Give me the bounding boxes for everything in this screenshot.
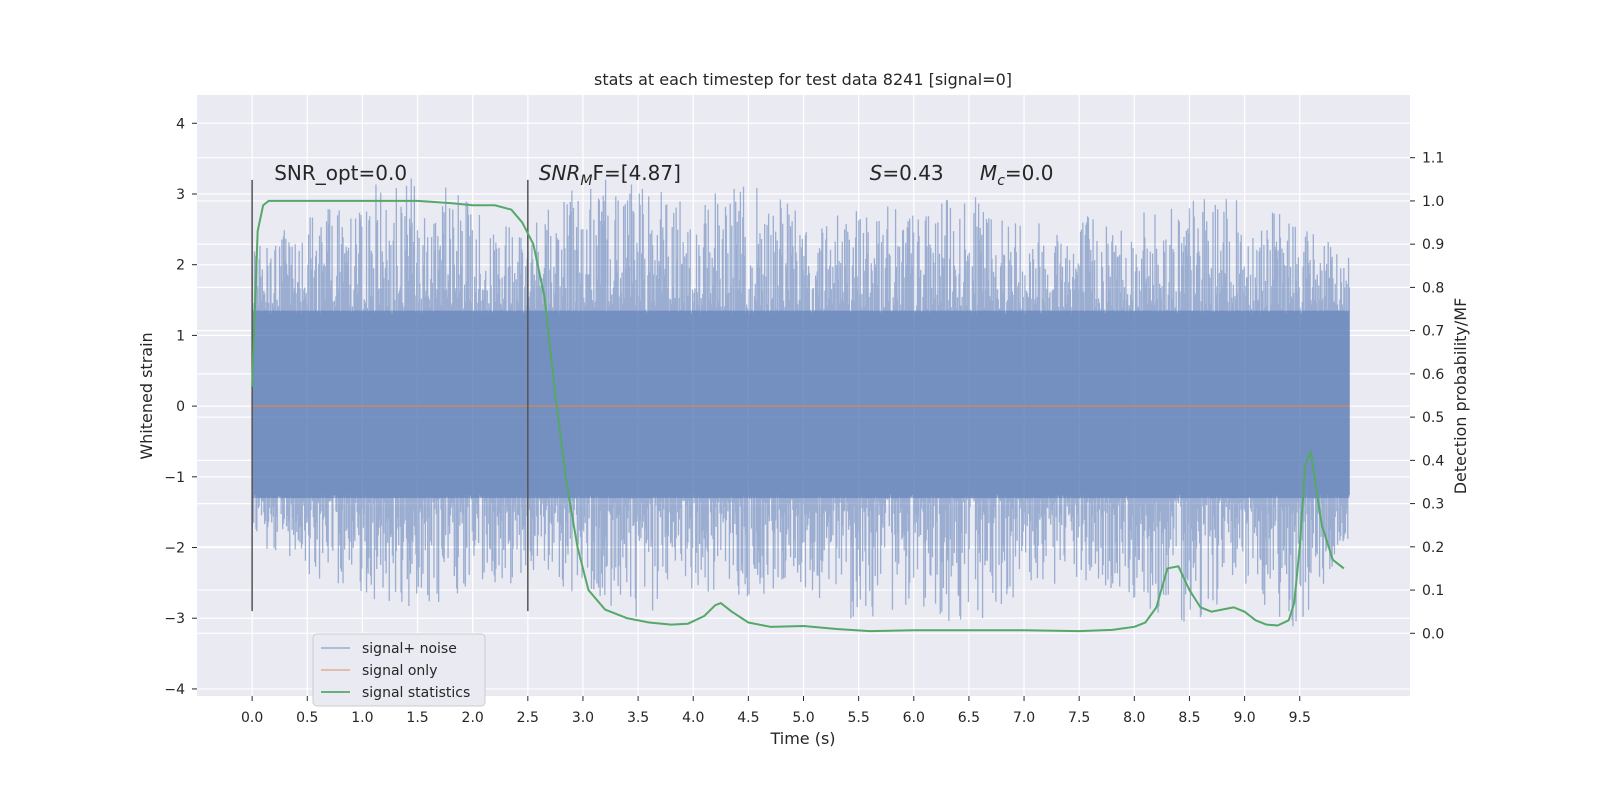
x-tick-label: 1.5 [406, 710, 428, 726]
y2-tick-label: 1.0 [1422, 194, 1444, 210]
y-tick-label: −3 [164, 611, 185, 627]
y2-axis-label: Detection probability/MF [1451, 298, 1470, 495]
y2-tick-label: 0.4 [1422, 453, 1444, 469]
x-tick-label: 5.5 [848, 710, 870, 726]
y2-tick-label: 0.1 [1422, 583, 1444, 599]
marks-layer [251, 179, 1350, 633]
y-tick-label: 3 [176, 187, 185, 203]
chart-title: stats at each timestep for test data 824… [594, 70, 1012, 89]
y-tick-label: 2 [176, 258, 185, 274]
y2-tick-label: 1.1 [1422, 151, 1444, 167]
legend-label-noise: signal+ noise [362, 641, 457, 657]
y-axis-label: Whitened strain [137, 332, 156, 459]
x-tick-label: 8.5 [1178, 710, 1200, 726]
y-tick-label: −1 [164, 470, 185, 486]
x-tick-label: 4.5 [737, 710, 759, 726]
legend-box [312, 633, 486, 707]
annotation-0: SNR_opt=0.0 [274, 161, 407, 185]
annotations-layer: SNR_opt=0.0 SNRMF=[4.87] S=0.43 Mc=0.0 [274, 161, 1053, 189]
y2-tick-label: 0.5 [1422, 410, 1444, 426]
axes-layer: 0.0 0.5 1.0 1.5 2.0 2.5 3.0 3.5 4.0 4.5 5.0 5.5 6.0 6… [164, 116, 1444, 726]
x-tick-label: 9.0 [1233, 710, 1255, 726]
legend-label-statistics: signal statistics [362, 685, 470, 701]
legend: signal+ noise signal only signal statist… [312, 633, 486, 707]
y2-tick-label: 0.7 [1422, 324, 1444, 340]
y-tick-label: 1 [176, 328, 185, 344]
noise-series-layer [251, 178, 1350, 627]
x-tick-label: 3.0 [572, 710, 594, 726]
annotation-1: SNRMF=[4.87] [539, 161, 681, 189]
x-tick-label: 1.0 [351, 710, 373, 726]
annotation-2: S=0.43 [870, 161, 944, 185]
y-tick-label: 4 [176, 116, 185, 132]
y-tick-label: −2 [164, 541, 185, 557]
y2-tick-label: 0.2 [1422, 540, 1444, 556]
y2-tick-label: 0.9 [1422, 237, 1444, 253]
legend-label-signal-only: signal only [362, 663, 437, 679]
y2-tick-label: 0.6 [1422, 367, 1444, 383]
x-tick-label: 7.0 [1013, 710, 1035, 726]
y-tick-label: −4 [164, 682, 185, 698]
x-tick-label: 2.5 [517, 710, 539, 726]
x-tick-label: 9.5 [1289, 710, 1311, 726]
x-tick-label: 6.0 [903, 710, 925, 726]
x-tick-label: 0.5 [296, 710, 318, 726]
x-tick-label: 8.0 [1123, 710, 1145, 726]
x-tick-label: 2.0 [462, 710, 484, 726]
x-tick-label: 0.0 [241, 710, 263, 726]
x-tick-label: 3.5 [627, 710, 649, 726]
y-tick-label: 0 [176, 399, 185, 415]
signal-statistics-line [251, 199, 1345, 633]
x-tick-label: 5.0 [792, 710, 814, 726]
x-tick-label: 7.5 [1068, 710, 1090, 726]
x-tick-label: 6.5 [958, 710, 980, 726]
y2-tick-label: 0.0 [1422, 626, 1444, 642]
annotation-3: Mc=0.0 [980, 161, 1054, 189]
y2-tick-label: 0.3 [1422, 497, 1444, 513]
x-tick-label: 4.0 [682, 710, 704, 726]
y2-tick-label: 0.8 [1422, 280, 1444, 296]
x-axis-label: Time (s) [769, 729, 835, 748]
